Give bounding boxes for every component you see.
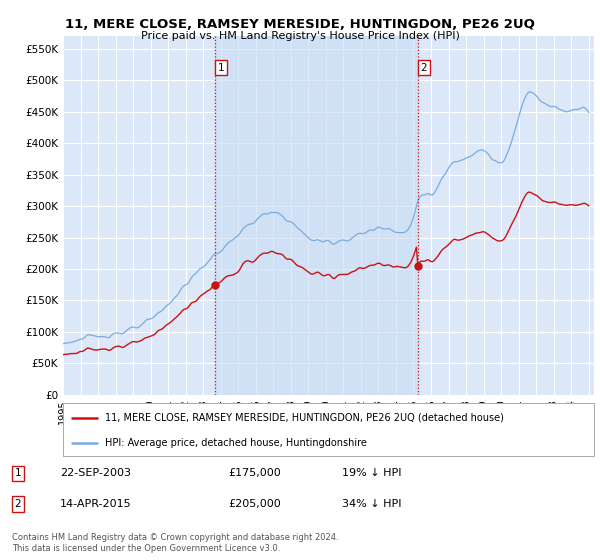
Text: 11, MERE CLOSE, RAMSEY MERESIDE, HUNTINGDON, PE26 2UQ: 11, MERE CLOSE, RAMSEY MERESIDE, HUNTING… [65, 18, 535, 31]
Text: 1: 1 [14, 468, 22, 478]
Text: 34% ↓ HPI: 34% ↓ HPI [342, 499, 401, 509]
Text: 2: 2 [421, 63, 427, 73]
Text: Contains HM Land Registry data © Crown copyright and database right 2024.
This d: Contains HM Land Registry data © Crown c… [12, 533, 338, 553]
Text: 11, MERE CLOSE, RAMSEY MERESIDE, HUNTINGDON, PE26 2UQ (detached house): 11, MERE CLOSE, RAMSEY MERESIDE, HUNTING… [106, 413, 505, 423]
Text: £175,000: £175,000 [228, 468, 281, 478]
Text: HPI: Average price, detached house, Huntingdonshire: HPI: Average price, detached house, Hunt… [106, 438, 367, 448]
Text: 2: 2 [14, 499, 22, 509]
Text: 19% ↓ HPI: 19% ↓ HPI [342, 468, 401, 478]
Text: Price paid vs. HM Land Registry's House Price Index (HPI): Price paid vs. HM Land Registry's House … [140, 31, 460, 41]
Text: 14-APR-2015: 14-APR-2015 [60, 499, 131, 509]
Text: £205,000: £205,000 [228, 499, 281, 509]
Text: 1: 1 [218, 63, 224, 73]
Text: 22-SEP-2003: 22-SEP-2003 [60, 468, 131, 478]
Bar [215, 36, 418, 395]
